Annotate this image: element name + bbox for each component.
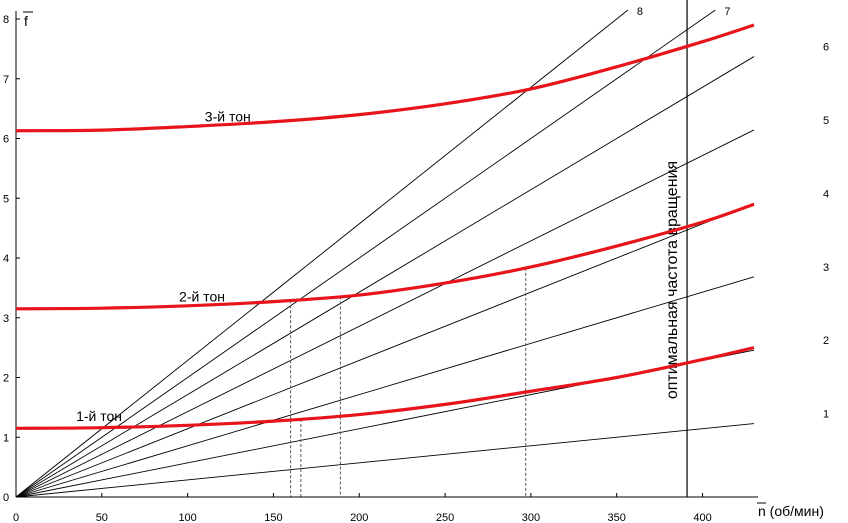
- optimal-speed-label: оптимальная частота вращения: [664, 161, 681, 399]
- tone-label-2: 2-й тон: [179, 288, 225, 304]
- x-tick-label: 100: [178, 512, 196, 523]
- ray-5: [15, 129, 755, 498]
- x-tick-label: 400: [693, 512, 711, 523]
- x-tick-label: 350: [608, 512, 626, 523]
- ray-6: [15, 56, 755, 498]
- ray-label: 8: [637, 6, 643, 18]
- y-tick-label: 8: [3, 14, 9, 26]
- ray-label: 1: [823, 409, 829, 421]
- x-tick-label: 0: [13, 512, 19, 523]
- y-tick-label: 4: [3, 253, 9, 265]
- tone-curve-1: [15, 346, 755, 430]
- tone-curves: [15, 23, 755, 430]
- ray-4: [15, 202, 755, 498]
- tone-curve-2: [15, 202, 755, 311]
- y-axis-label: f: [24, 13, 28, 29]
- ray-label: 7: [724, 6, 730, 18]
- tone-curve-3: [15, 23, 755, 133]
- ray-3: [15, 276, 755, 498]
- y-tick-label: 0: [3, 492, 9, 504]
- ray-7: [15, 9, 716, 498]
- ray-label: 2: [823, 335, 829, 347]
- x-tick-label: 50: [96, 512, 108, 523]
- ray-label: 4: [823, 188, 829, 200]
- axes: 0 1 2 3 4 5 6 7 8 0 50 100 150 200 250 300 350 400: [3, 11, 766, 523]
- y-tick-label: 6: [3, 134, 9, 146]
- x-tick-label: 200: [350, 512, 368, 523]
- ray-label: 3: [823, 262, 829, 274]
- y-tick-label: 2: [3, 373, 9, 385]
- optimal-speed-line: оптимальная частота вращения: [664, 0, 688, 497]
- x-tick-label: 150: [264, 512, 282, 523]
- dashed-markers: [290, 267, 527, 497]
- ray-8: [15, 9, 629, 498]
- y-tick-label: 3: [3, 313, 9, 325]
- ray-label: 5: [823, 115, 829, 127]
- labels: 1 2 3 4 5 6 7 8 1-й тон 2-й тон 3-й тон: [76, 6, 829, 424]
- y-tick-label: 5: [3, 193, 9, 205]
- x-tick-label: 250: [436, 512, 454, 523]
- x-tick-label: 300: [522, 512, 540, 523]
- tone-label-3: 3-й тон: [205, 109, 251, 125]
- y-tick-label: 1: [3, 432, 9, 444]
- ray-1: [15, 423, 755, 498]
- y-tick-label: 7: [3, 74, 9, 86]
- ray-label: 6: [823, 42, 829, 54]
- tone-label-1: 1-й тон: [76, 408, 122, 424]
- harmonic-rays: [15, 9, 755, 498]
- x-axis-label: n (об/мин): [758, 503, 824, 519]
